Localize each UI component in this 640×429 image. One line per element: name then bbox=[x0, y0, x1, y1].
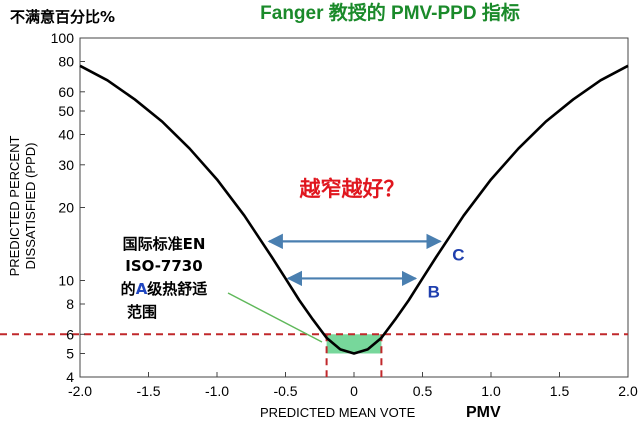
y-tick-label: 20 bbox=[58, 200, 74, 216]
y-tick-label: 60 bbox=[58, 84, 74, 100]
x-tick-label: 2.0 bbox=[618, 383, 638, 399]
x-axis-label-pmv: PMV bbox=[466, 404, 501, 421]
y-axis-label-line-2: DISSATISFIED (PPD) bbox=[23, 143, 38, 270]
x-tick-label: -0.5 bbox=[273, 383, 297, 399]
y-tick-label: 50 bbox=[58, 103, 74, 119]
y-tick-label: 6 bbox=[66, 326, 74, 342]
y-axis-label: PREDICTED PERCENT DISSATISFIED (PPD) bbox=[7, 136, 38, 277]
annotation-line-2: ISO-7730 bbox=[125, 257, 202, 275]
ppd-curve bbox=[79, 64, 629, 355]
x-tick-label: -2.0 bbox=[68, 383, 92, 399]
x-tick-label: 0.5 bbox=[413, 383, 433, 399]
x-tick-label: 1.0 bbox=[481, 383, 501, 399]
chart-title: Fanger 教授的 PMV-PPD 指标 bbox=[260, 1, 520, 24]
plot-frame bbox=[79, 37, 629, 378]
plot-area bbox=[79, 37, 629, 378]
y-tick-label: 4 bbox=[66, 369, 74, 385]
y-tick-label: 80 bbox=[58, 54, 74, 70]
ticks-layer: -2.0 -1.5 -1.0 -0.5 0 0.5 1.0 1.5 2.0 4 5 6 8 10 20 30 4… bbox=[51, 30, 638, 399]
corner-label: 不满意百分比% bbox=[10, 8, 115, 26]
y-tick-label: 30 bbox=[58, 157, 74, 173]
annotation-leader-line bbox=[227, 292, 323, 343]
y-tick-label: 40 bbox=[58, 127, 74, 143]
y-tick-label: 8 bbox=[66, 296, 74, 312]
annotation-line-1: 国际标准EN bbox=[123, 235, 206, 253]
x-tick-label: 1.5 bbox=[550, 383, 570, 399]
curve-layer bbox=[79, 64, 629, 355]
annotation-comfort-grade: 级热舒适 bbox=[147, 280, 207, 298]
annotation-grade-a: A bbox=[136, 280, 148, 298]
x-tick-label: -1.5 bbox=[136, 383, 160, 399]
question-annotation: 越窄越好？ bbox=[299, 177, 405, 201]
range-label-c: C bbox=[452, 245, 464, 264]
comfort-band-layer bbox=[0, 333, 628, 377]
range-arrows-layer: CB bbox=[267, 233, 465, 301]
y-tick-label: 5 bbox=[66, 345, 74, 361]
annotation-de: 的 bbox=[121, 280, 136, 298]
range-label-b: B bbox=[428, 282, 440, 301]
annotation-line-4: 范围 bbox=[127, 303, 157, 321]
y-tick-label: 100 bbox=[51, 30, 75, 46]
annotation-line-3: 的A级热舒适 bbox=[121, 280, 208, 298]
standard-annotation: 国际标准EN ISO-7730 的A级热舒适 范围 bbox=[121, 235, 323, 343]
y-tick-label: 10 bbox=[58, 272, 74, 288]
x-tick-label: -1.0 bbox=[205, 383, 229, 399]
y-axis-label-line-1: PREDICTED PERCENT bbox=[7, 136, 22, 277]
x-axis-label: PREDICTED MEAN VOTE bbox=[260, 405, 416, 420]
x-tick-label: 0 bbox=[350, 383, 358, 399]
